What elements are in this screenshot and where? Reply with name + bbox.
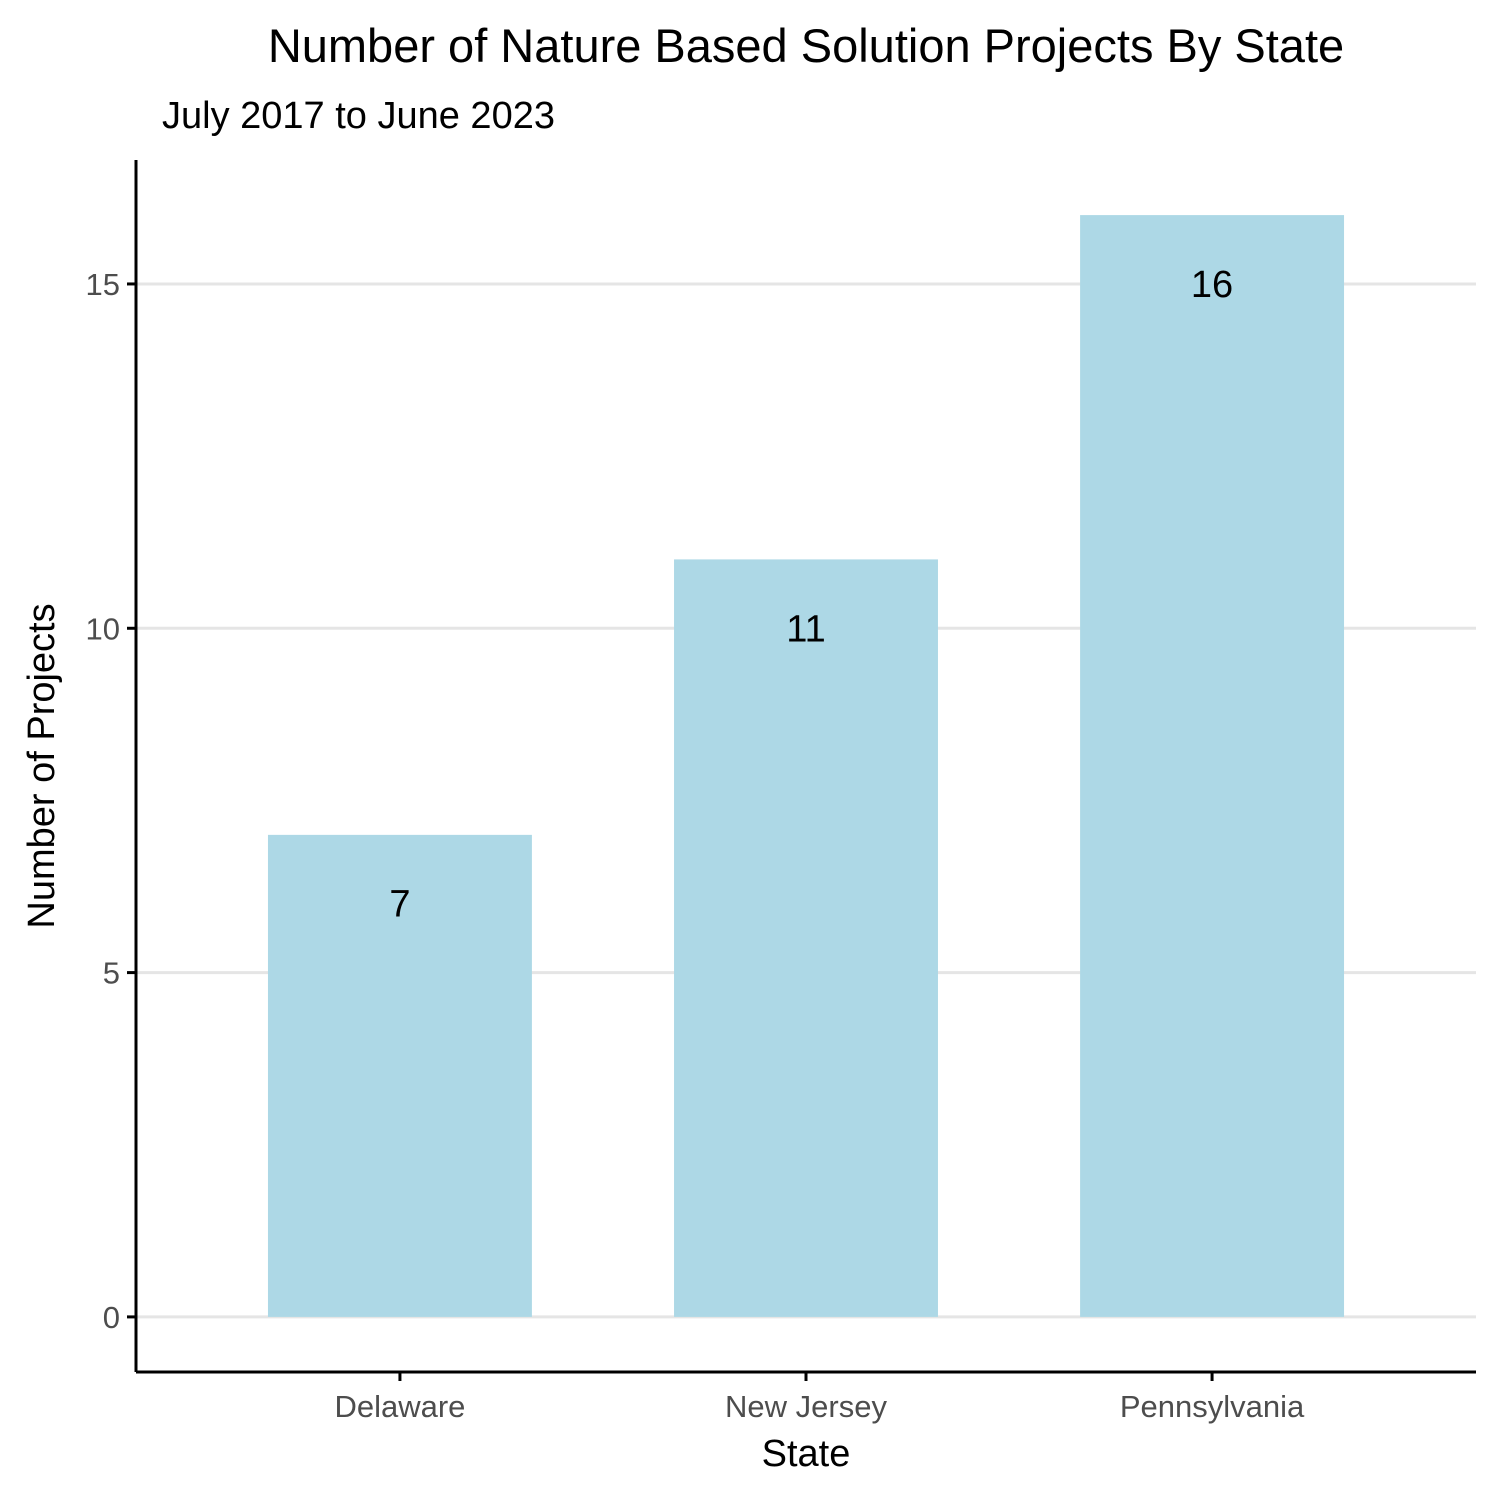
x-axis-title: State [762,1433,851,1475]
y-tick-label: 10 [86,611,120,646]
x-tick-label: Delaware [334,1389,465,1424]
data-label: 11 [786,608,825,650]
x-tick-label: New Jersey [725,1389,887,1424]
bar-new-jersey [674,559,938,1317]
y-tick-label: 15 [86,267,120,302]
chart-title: Number of Nature Based Solution Projects… [268,19,1344,72]
data-label: 16 [1191,264,1233,306]
bars [267,215,1345,1317]
y-axis-ticks: 0 5 10 15 [86,267,136,1335]
x-axis-ticks: Delaware New Jersey Pennsylvania [334,1372,1305,1424]
y-tick-label: 0 [103,1300,120,1335]
chart-subtitle: July 2017 to June 2023 [162,95,555,137]
data-label: 7 [389,884,410,926]
bar-pennsylvania [1080,215,1345,1317]
x-tick-label: Pennsylvania [1120,1389,1305,1424]
y-tick-label: 5 [103,956,120,991]
bar-delaware [267,834,532,1317]
data-labels: 7 11 16 [389,264,1233,926]
y-axis-title: Number of Projects [21,603,63,928]
